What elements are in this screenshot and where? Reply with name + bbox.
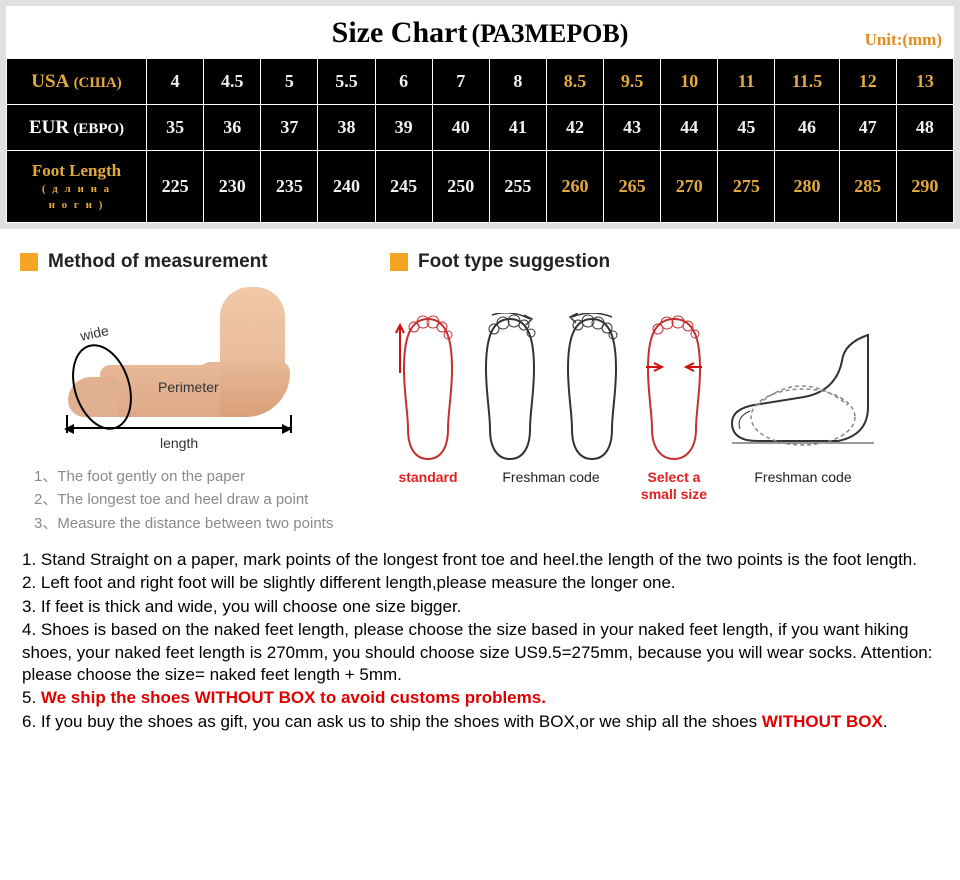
section-label: Method of measurement <box>48 251 268 273</box>
step-line: 1、The foot gently on the paper <box>34 465 360 488</box>
size-cell: 275 <box>718 151 775 223</box>
measurement-section: Method of measurement wide Perimeter len… <box>20 251 360 535</box>
unit-label: Unit:(mm) <box>865 30 942 50</box>
instruction-line: 2. Left foot and right foot will be slig… <box>22 572 938 594</box>
size-table: USA (США)44.555.56788.59.5101111.51213EU… <box>6 58 954 223</box>
sole-freshman2-icon <box>554 313 630 463</box>
size-cell: 9.5 <box>604 59 661 105</box>
size-cell: 4 <box>147 59 204 105</box>
size-cell: 5.5 <box>318 59 375 105</box>
foot-captions: standard Freshman code Select a small si… <box>390 469 940 503</box>
step-line: 3、Measure the distance between two point… <box>34 512 360 535</box>
row-header: EUR (ЕВРО) <box>7 105 147 151</box>
caption-smallsize: Select a small size <box>636 469 712 503</box>
size-cell: 270 <box>661 151 718 223</box>
foot-side-diagram: wide Perimeter length <box>50 287 330 457</box>
caption-freshman: Freshman code <box>472 469 630 503</box>
size-cell: 41 <box>489 105 546 151</box>
size-cell: 35 <box>147 105 204 151</box>
size-cell: 290 <box>896 151 953 223</box>
title-row: Size Chart (РАЗМЕРОВ) Unit:(mm) <box>6 6 954 58</box>
size-cell: 38 <box>318 105 375 151</box>
caption-side: Freshman code <box>718 469 888 503</box>
size-cell: 230 <box>204 151 261 223</box>
size-cell: 240 <box>318 151 375 223</box>
size-cell: 280 <box>775 151 839 223</box>
size-cell: 285 <box>839 151 896 223</box>
section-label: Foot type suggestion <box>418 251 610 273</box>
bullet-icon <box>390 253 408 271</box>
sole-freshman1-icon <box>472 313 548 463</box>
sole-smallsize-icon <box>636 313 712 463</box>
length-label: length <box>160 435 198 451</box>
instruction-line: 3. If feet is thick and wide, you will c… <box>22 596 938 618</box>
size-cell: 11 <box>718 59 775 105</box>
step-line: 2、The longest toe and heel draw a point <box>34 488 360 511</box>
length-arrow-icon <box>66 427 290 429</box>
table-row: Foot Length( д л и н ан о г и )225230235… <box>7 151 954 223</box>
section-title: Method of measurement <box>20 251 360 273</box>
row-header: Foot Length( д л и н ан о г и ) <box>7 151 147 223</box>
size-cell: 245 <box>375 151 432 223</box>
size-cell: 40 <box>432 105 489 151</box>
sections-row: Method of measurement wide Perimeter len… <box>0 229 960 535</box>
size-cell: 260 <box>546 151 603 223</box>
size-cell: 235 <box>261 151 318 223</box>
size-cell: 11.5 <box>775 59 839 105</box>
caption-standard: standard <box>390 469 466 503</box>
size-cell: 255 <box>489 151 546 223</box>
size-cell: 36 <box>204 105 261 151</box>
size-cell: 42 <box>546 105 603 151</box>
size-chart-container: Size Chart (РАЗМЕРОВ) Unit:(mm) USA (США… <box>0 0 960 229</box>
size-cell: 4.5 <box>204 59 261 105</box>
size-cell: 225 <box>147 151 204 223</box>
sole-standard-icon <box>390 313 466 463</box>
size-cell: 6 <box>375 59 432 105</box>
size-cell: 45 <box>718 105 775 151</box>
wide-label: wide <box>79 322 110 344</box>
perimeter-label: Perimeter <box>158 379 219 395</box>
size-cell: 48 <box>896 105 953 151</box>
table-row: EUR (ЕВРО)3536373839404142434445464748 <box>7 105 954 151</box>
size-cell: 8.5 <box>546 59 603 105</box>
instruction-line: 1. Stand Straight on a paper, mark point… <box>22 549 938 571</box>
size-cell: 250 <box>432 151 489 223</box>
title-main: Size Chart <box>332 16 468 49</box>
measurement-steps: 1、The foot gently on the paper2、The long… <box>34 465 360 535</box>
foot-side-icon <box>718 317 888 467</box>
perimeter-ellipse-icon <box>62 337 142 438</box>
size-cell: 37 <box>261 105 318 151</box>
size-cell: 39 <box>375 105 432 151</box>
instructions-text: 1. Stand Straight on a paper, mark point… <box>0 535 960 734</box>
bullet-icon <box>20 253 38 271</box>
size-cell: 12 <box>839 59 896 105</box>
size-cell: 44 <box>661 105 718 151</box>
size-cell: 47 <box>839 105 896 151</box>
size-cell: 7 <box>432 59 489 105</box>
row-header: USA (США) <box>7 59 147 105</box>
size-cell: 8 <box>489 59 546 105</box>
instruction-line: 4. Shoes is based on the naked feet leng… <box>22 619 938 686</box>
size-cell: 46 <box>775 105 839 151</box>
size-cell: 265 <box>604 151 661 223</box>
size-cell: 5 <box>261 59 318 105</box>
title-sub: (РАЗМЕРОВ) <box>471 19 628 48</box>
size-cell: 10 <box>661 59 718 105</box>
size-cell: 13 <box>896 59 953 105</box>
instruction-line: 6. If you buy the shoes as gift, you can… <box>22 711 938 733</box>
size-cell: 43 <box>604 105 661 151</box>
table-row: USA (США)44.555.56788.59.5101111.51213 <box>7 59 954 105</box>
foot-type-row <box>390 287 940 467</box>
section-title: Foot type suggestion <box>390 251 940 273</box>
instruction-line: 5. We ship the shoes WITHOUT BOX to avoi… <box>22 687 938 709</box>
foot-type-section: Foot type suggestion <box>390 251 940 535</box>
